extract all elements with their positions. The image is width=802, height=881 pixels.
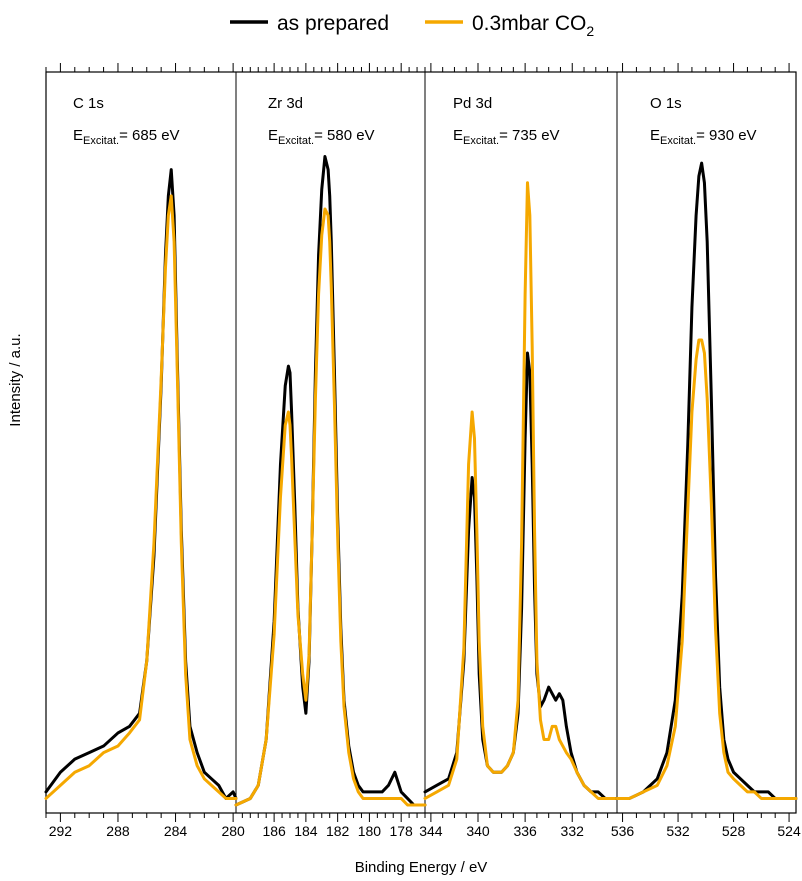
legend-label-as-prepared: as prepared bbox=[277, 12, 389, 35]
curves bbox=[44, 155, 798, 807]
panel-labels: C 1s EExcitat.= 685 eV Zr 3d EExcitat.= … bbox=[73, 95, 757, 147]
y-axis-title: Intensity / a.u. bbox=[7, 333, 24, 426]
x-axis-title: Binding Energy / eV bbox=[355, 859, 488, 876]
series-line-o1s-co2 bbox=[615, 338, 798, 800]
legend: as prepared 0.3mbar CO2 bbox=[230, 12, 594, 39]
series-line-c1s-co2 bbox=[44, 194, 238, 800]
x-tick-label: 288 bbox=[106, 823, 130, 839]
series-line-zr3d-as-prepared bbox=[234, 155, 427, 807]
x-tick-label: 332 bbox=[561, 823, 585, 839]
x-tick-label: 186 bbox=[262, 823, 286, 839]
panel-title-pd3d: Pd 3d bbox=[453, 95, 492, 112]
series-line-c1s-as-prepared bbox=[44, 168, 238, 800]
x-tick-label: 184 bbox=[294, 823, 318, 839]
x-tick-label: 280 bbox=[221, 823, 245, 839]
panel-excitation-pd3d: EExcitat.= 735 eV bbox=[453, 127, 560, 147]
panel-title-c1s: C 1s bbox=[73, 95, 104, 112]
x-tick-label: 284 bbox=[164, 823, 188, 839]
x-tick-label: 524 bbox=[777, 823, 801, 839]
ticks: 292 288 284 280 186 184 182 180 178 344 340 336 332 5… bbox=[45, 63, 801, 839]
x-tick-label: 536 bbox=[611, 823, 635, 839]
x-tick-label: 340 bbox=[466, 823, 490, 839]
panel-excitation-o1s: EExcitat.= 930 eV bbox=[650, 127, 757, 147]
x-tick-label: 336 bbox=[513, 823, 537, 839]
plot-frame bbox=[45, 71, 797, 814]
series-line-pd3d-co2 bbox=[423, 181, 619, 800]
series-line-zr3d-co2 bbox=[234, 207, 427, 807]
x-tick-label: 532 bbox=[666, 823, 690, 839]
legend-label-co2: 0.3mbar CO2 bbox=[472, 12, 594, 39]
panel-title-o1s: O 1s bbox=[650, 95, 682, 112]
panel-title-zr3d: Zr 3d bbox=[268, 95, 303, 112]
x-tick-label: 182 bbox=[326, 823, 350, 839]
x-tick-label: 344 bbox=[419, 823, 443, 839]
x-tick-label: 528 bbox=[722, 823, 746, 839]
panel-excitation-zr3d: EExcitat.= 580 eV bbox=[268, 127, 375, 147]
series-line-o1s-as-prepared bbox=[615, 161, 798, 800]
x-tick-label: 292 bbox=[49, 823, 73, 839]
panel-excitation-c1s: EExcitat.= 685 eV bbox=[73, 127, 180, 147]
x-tick-label: 178 bbox=[389, 823, 413, 839]
x-tick-label: 180 bbox=[358, 823, 382, 839]
